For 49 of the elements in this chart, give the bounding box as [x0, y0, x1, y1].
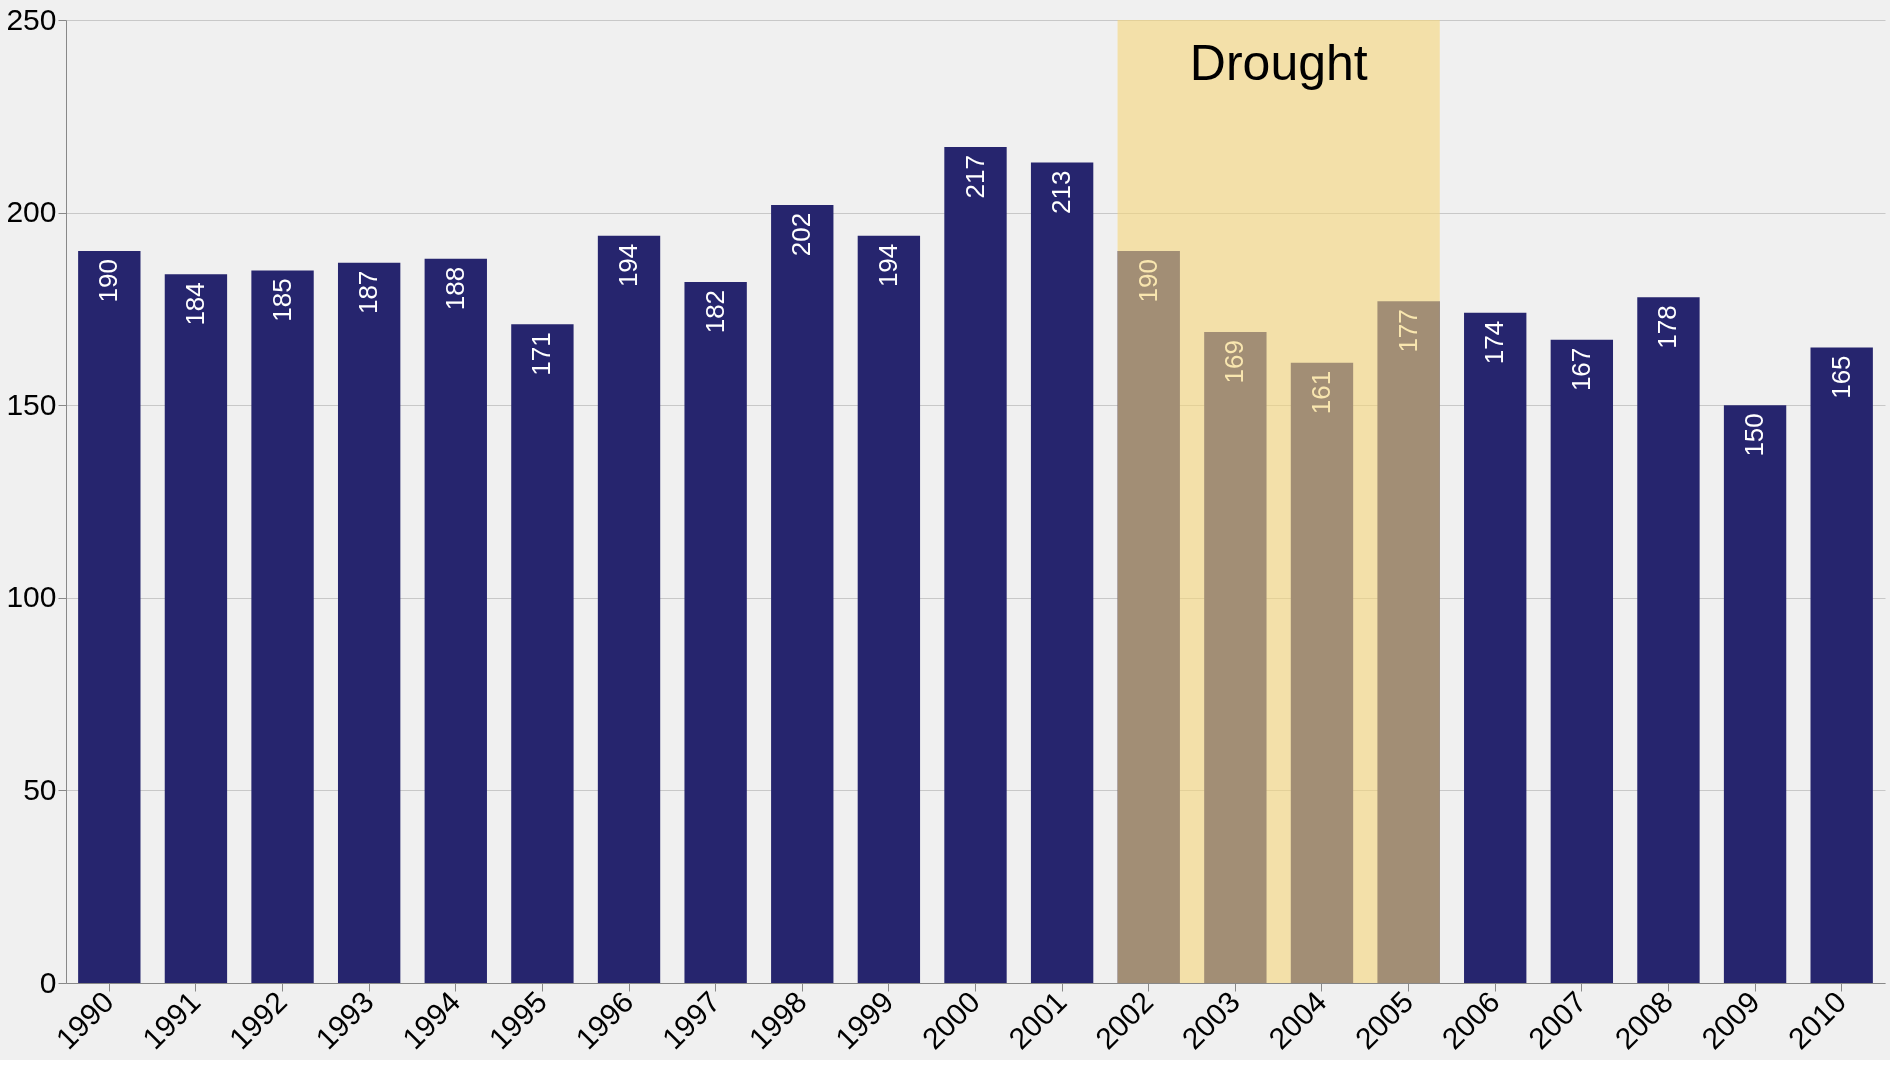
- data-label: 190: [93, 259, 124, 303]
- y-tick-label: 150: [6, 387, 57, 421]
- data-label: 184: [179, 282, 210, 326]
- bar: [684, 281, 747, 983]
- bar: [1377, 301, 1440, 983]
- bar: [1810, 347, 1873, 983]
- data-label: 171: [526, 332, 557, 376]
- data-label: 187: [353, 270, 384, 315]
- bar: [1723, 405, 1787, 983]
- data-label: 169: [1219, 340, 1250, 384]
- data-label: 167: [1565, 347, 1596, 392]
- data-label: 150: [1739, 413, 1770, 457]
- data-label: 194: [613, 243, 644, 288]
- data-label: 185: [266, 278, 297, 322]
- bar: [511, 324, 574, 983]
- bar: [1550, 339, 1614, 983]
- bar: [337, 262, 401, 983]
- data-label: 182: [699, 289, 730, 334]
- bar: [771, 204, 834, 983]
- band-label: Drought: [1189, 35, 1368, 91]
- bar: [1464, 312, 1527, 983]
- data-label: 174: [1479, 320, 1510, 365]
- data-label: 165: [1825, 355, 1856, 399]
- bar: [597, 235, 661, 983]
- y-tick-label: 0: [39, 965, 57, 999]
- y-tick-label: 50: [23, 772, 57, 806]
- bar: [1204, 332, 1267, 983]
- data-label: 217: [959, 155, 990, 199]
- bar: [1637, 297, 1700, 983]
- bar: [78, 251, 141, 983]
- data-label: 161: [1305, 370, 1336, 415]
- bar: [164, 274, 228, 983]
- bar: [251, 270, 314, 983]
- data-label: 178: [1652, 305, 1683, 349]
- bar: [424, 258, 487, 983]
- y-tick-label: 200: [6, 195, 57, 229]
- data-label: 194: [872, 243, 903, 288]
- data-label: 202: [786, 212, 817, 257]
- y-tick-label: 100: [6, 580, 57, 614]
- bar: [1030, 162, 1094, 983]
- bar: [1117, 251, 1180, 983]
- data-label: 177: [1392, 309, 1423, 353]
- bar: [1290, 362, 1354, 983]
- data-label: 213: [1046, 170, 1077, 214]
- y-tick-label: 250: [6, 2, 57, 36]
- bar: [857, 235, 921, 983]
- data-label: 188: [439, 266, 470, 311]
- bar: [944, 147, 1007, 983]
- data-label: 190: [1132, 259, 1163, 303]
